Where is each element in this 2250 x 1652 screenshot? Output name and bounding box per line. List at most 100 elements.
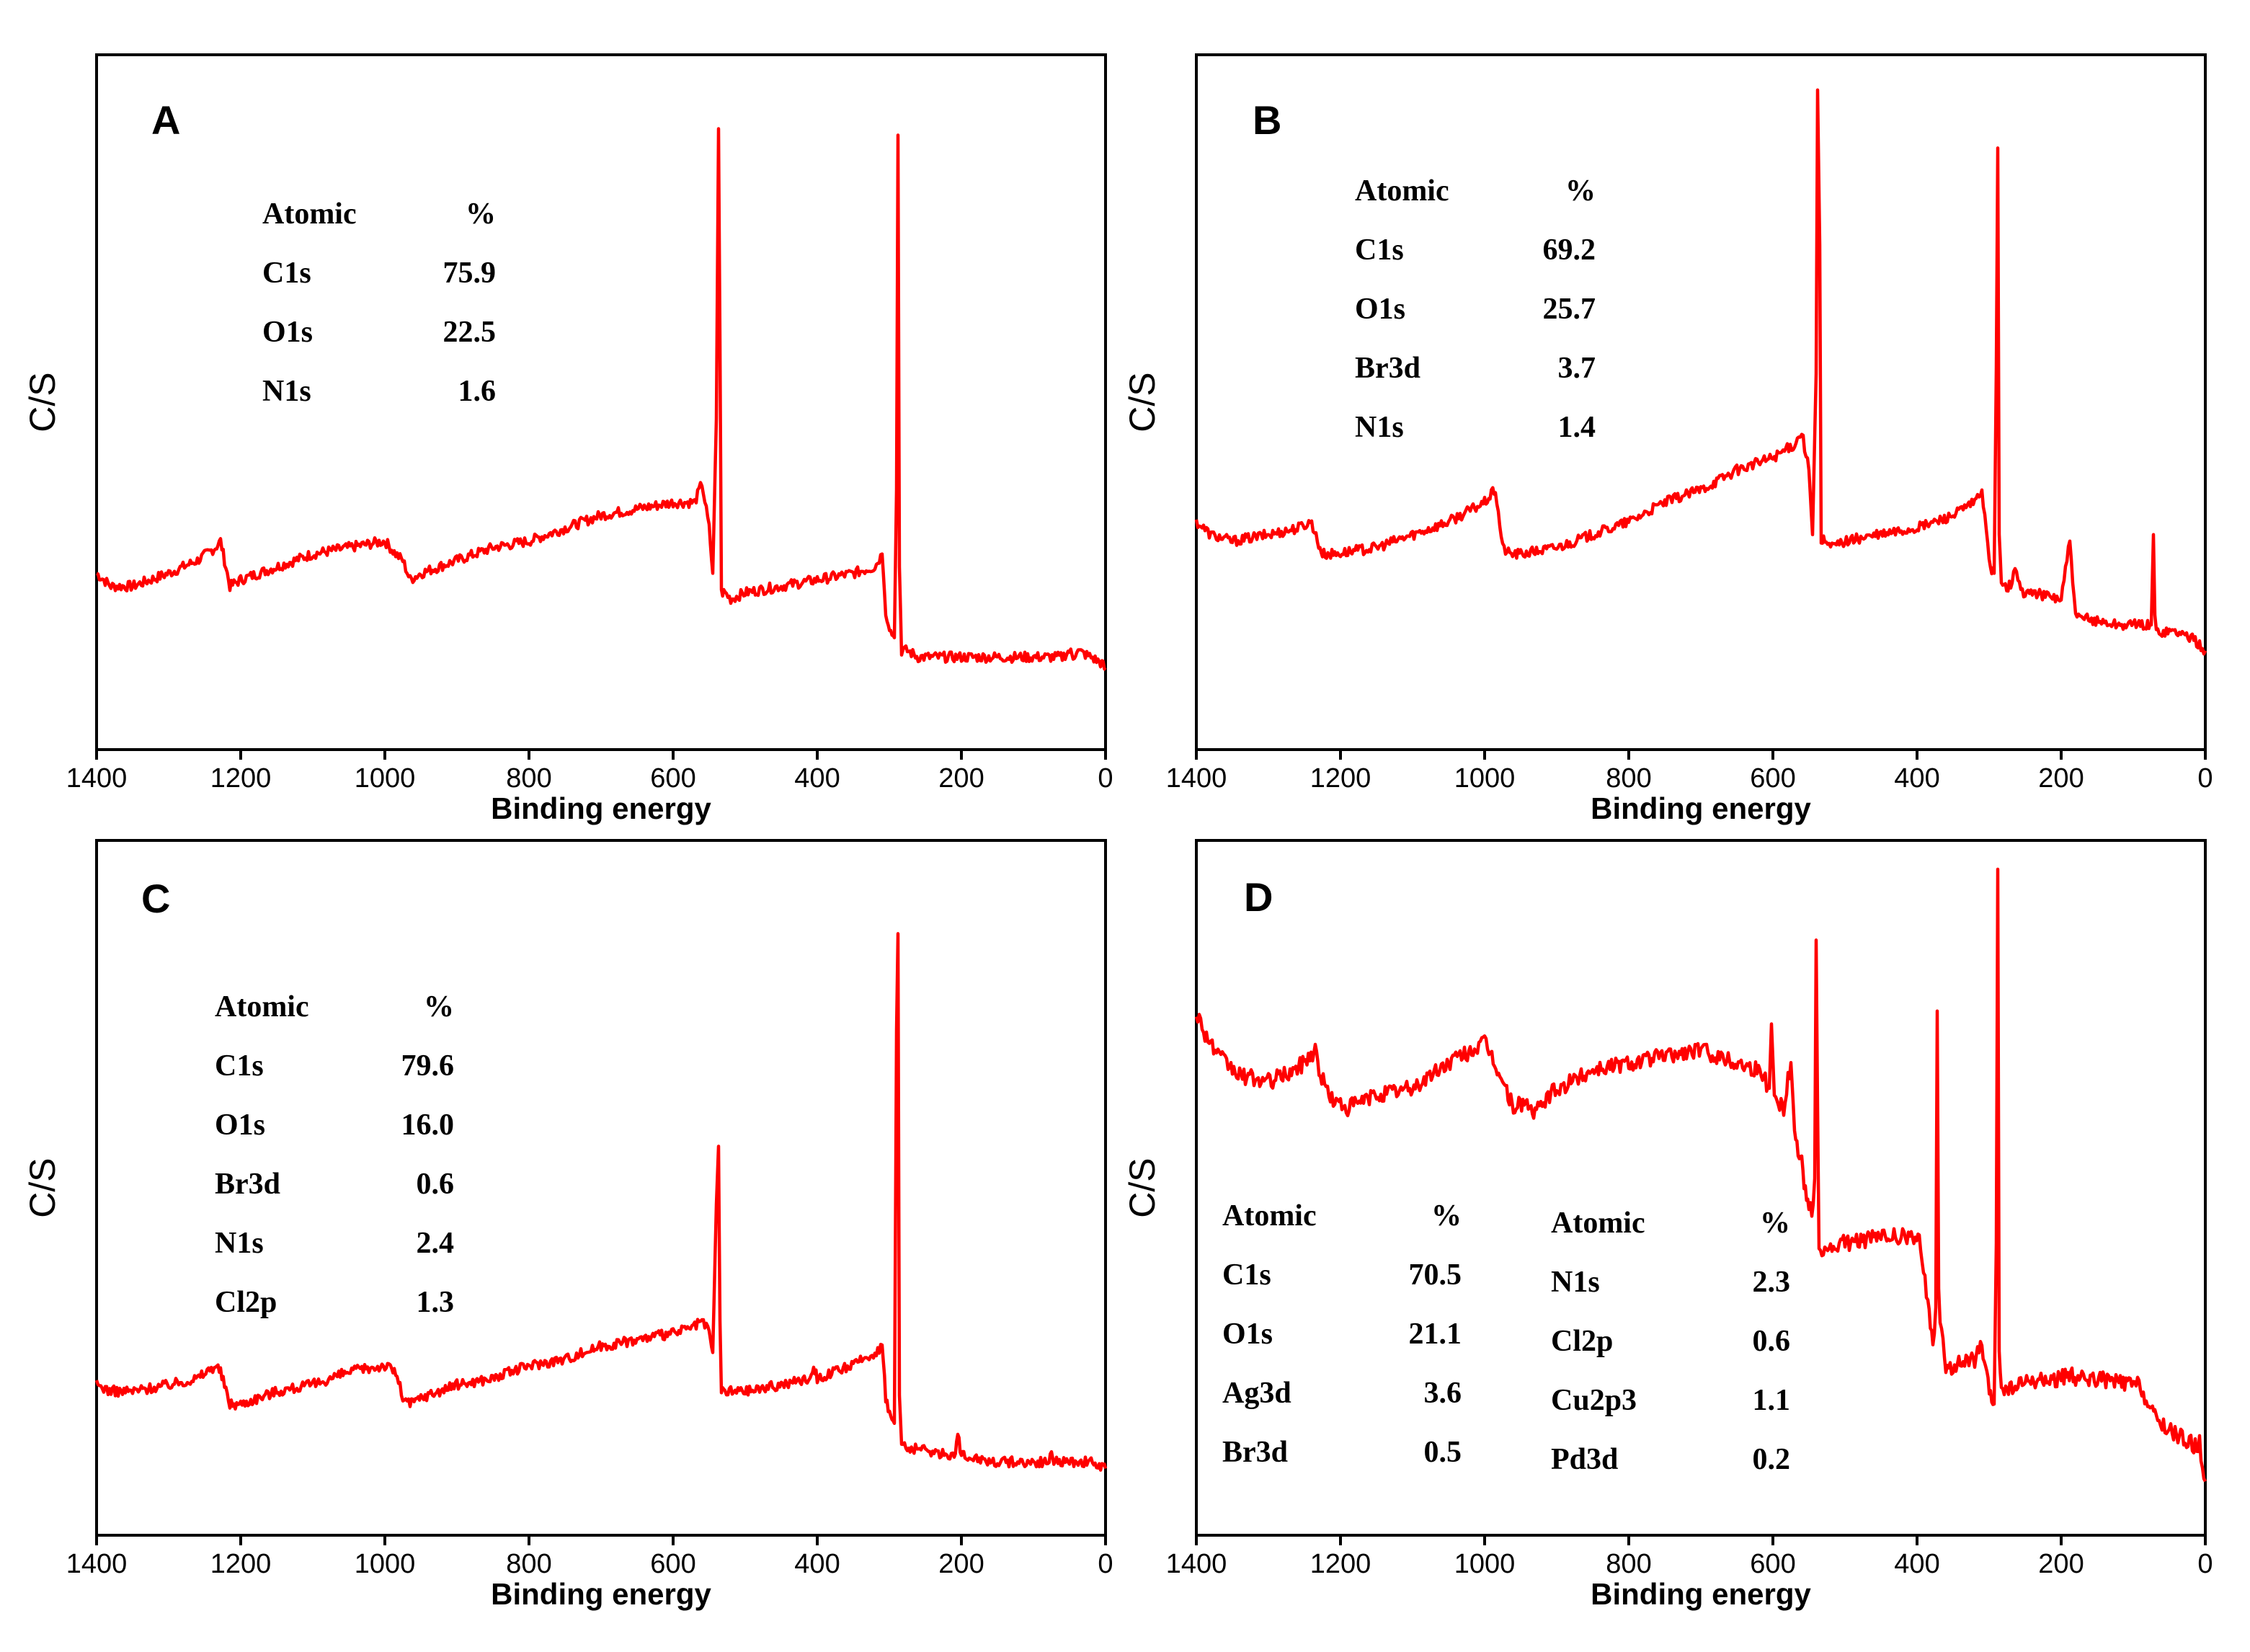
table-header-label: Atomic xyxy=(1355,174,1449,208)
table-value: 3.7 xyxy=(1558,352,1596,385)
x-tick-label: 200 xyxy=(2038,763,2084,794)
table-value: 21.1 xyxy=(1409,1318,1462,1351)
table-header-unit: % xyxy=(1431,1199,1462,1233)
table-element: C1s xyxy=(1355,234,1404,267)
table-value: 0.6 xyxy=(417,1168,455,1201)
table-header-label: Atomic xyxy=(262,197,357,231)
x-tick-label: 1400 xyxy=(1166,763,1227,794)
table-value: 22.5 xyxy=(443,316,497,349)
table-element: Br3d xyxy=(215,1168,280,1201)
table-element: N1s xyxy=(215,1227,264,1260)
panel-label: C xyxy=(141,876,170,921)
x-tick-label: 800 xyxy=(506,763,551,794)
table-element: Cl2p xyxy=(1551,1325,1613,1358)
x-tick-label: 200 xyxy=(938,763,984,794)
table-value: 75.9 xyxy=(443,257,497,290)
table-value: 25.7 xyxy=(1543,293,1596,326)
x-tick-label: 400 xyxy=(1894,763,1939,794)
x-tick-label: 1200 xyxy=(1310,763,1371,794)
table-element: O1s xyxy=(1355,293,1405,326)
x-tick-label: 400 xyxy=(794,763,840,794)
x-axis-title: Binding energy xyxy=(1591,791,1811,825)
x-tick-label: 600 xyxy=(650,1549,695,1579)
x-tick-label: 600 xyxy=(650,763,695,794)
x-tick-label: 0 xyxy=(1098,1549,1113,1579)
x-tick-label: 1000 xyxy=(1454,763,1516,794)
panel-d: 1400 1200 1000 800 600 400 200 0 Binding energy C… xyxy=(1122,839,2213,1611)
x-tick-label: 1400 xyxy=(1166,1549,1227,1579)
table-value: 69.2 xyxy=(1543,234,1596,267)
x-tick-label: 0 xyxy=(2197,763,2213,794)
y-axis-title: C/S xyxy=(22,1158,63,1217)
panel-c: 1400 1200 1000 800 600 400 200 0 Binding energy C… xyxy=(22,839,1113,1611)
table-element: N1s xyxy=(1355,411,1404,444)
x-tick-label: 1200 xyxy=(210,1549,272,1579)
table-header-unit: % xyxy=(424,990,454,1023)
x-tick-label: 0 xyxy=(2197,1549,2213,1579)
table-value: 79.6 xyxy=(401,1049,455,1083)
x-axis-title: Binding energy xyxy=(491,1577,711,1611)
table-element: C1s xyxy=(1222,1258,1271,1292)
x-tick-label: 1000 xyxy=(355,1549,416,1579)
x-tick-label: 400 xyxy=(1894,1549,1939,1579)
table-header-unit: % xyxy=(466,197,496,231)
table-header-label: Atomic xyxy=(1222,1199,1317,1233)
x-tick-label: 1200 xyxy=(1310,1549,1371,1579)
panel-label: A xyxy=(151,97,180,143)
table-value: 0.5 xyxy=(1424,1436,1462,1469)
table-element: C1s xyxy=(215,1049,264,1083)
spectrum-line xyxy=(1194,88,2207,656)
table-header-unit: % xyxy=(1565,174,1596,208)
x-tick-label: 800 xyxy=(506,1549,551,1579)
table-element: O1s xyxy=(1222,1318,1273,1351)
table-value: 3.6 xyxy=(1424,1377,1462,1410)
table-value: 70.5 xyxy=(1409,1258,1462,1292)
spectrum-line xyxy=(96,127,1107,672)
table-value: 2.4 xyxy=(417,1227,455,1260)
table-element: Pd3d xyxy=(1551,1443,1618,1476)
spectrum-line xyxy=(1194,867,2207,1483)
x-tick-label: 1400 xyxy=(66,763,128,794)
x-tick-label: 800 xyxy=(1606,763,1651,794)
table-value: 1.1 xyxy=(1753,1384,1791,1417)
table-value: 0.6 xyxy=(1753,1325,1791,1358)
table-value: 16.0 xyxy=(401,1109,455,1142)
table-element: N1s xyxy=(262,375,311,408)
y-axis-title: C/S xyxy=(1122,372,1162,432)
x-tick-label: 200 xyxy=(2038,1549,2084,1579)
x-tick-label: 1000 xyxy=(1454,1549,1516,1579)
table-element: Cu2p3 xyxy=(1551,1384,1637,1417)
plot-frame xyxy=(1195,53,2207,751)
table-header-label: Atomic xyxy=(1551,1207,1645,1240)
table-element: O1s xyxy=(215,1109,265,1142)
panel-label: D xyxy=(1244,874,1273,920)
spectrum-line xyxy=(94,932,1108,1472)
table-element: N1s xyxy=(1551,1266,1600,1299)
plot-frame xyxy=(95,53,1107,751)
x-tick-label: 600 xyxy=(1750,763,1795,794)
table-element: Cl2p xyxy=(215,1286,277,1319)
panel-label: B xyxy=(1253,97,1281,143)
x-tick-label: 600 xyxy=(1750,1549,1795,1579)
table-element: Ag3d xyxy=(1222,1377,1291,1410)
x-axis-title: Binding energy xyxy=(1591,1577,1811,1611)
table-value: 2.3 xyxy=(1753,1266,1791,1299)
y-axis-title: C/S xyxy=(22,372,63,432)
table-value: 1.3 xyxy=(417,1286,455,1319)
plot-frame xyxy=(1195,839,2207,1537)
y-axis-title: C/S xyxy=(1122,1158,1162,1217)
table-value: 0.2 xyxy=(1753,1443,1791,1476)
x-tick-label: 200 xyxy=(938,1549,984,1579)
table-value: 1.6 xyxy=(458,375,497,408)
table-element: Br3d xyxy=(1222,1436,1288,1469)
plot-frame xyxy=(95,839,1107,1537)
x-tick-label: 800 xyxy=(1606,1549,1651,1579)
table-header-label: Atomic xyxy=(215,990,309,1023)
table-element: O1s xyxy=(262,316,313,349)
table-header-unit: % xyxy=(1760,1207,1790,1240)
panel-a: 1400 1200 1000 800 600 400 200 0 Binding energy C… xyxy=(22,53,1113,825)
x-tick-label: 1000 xyxy=(355,763,416,794)
x-tick-label: 1400 xyxy=(66,1549,128,1579)
table-value: 1.4 xyxy=(1558,411,1596,444)
